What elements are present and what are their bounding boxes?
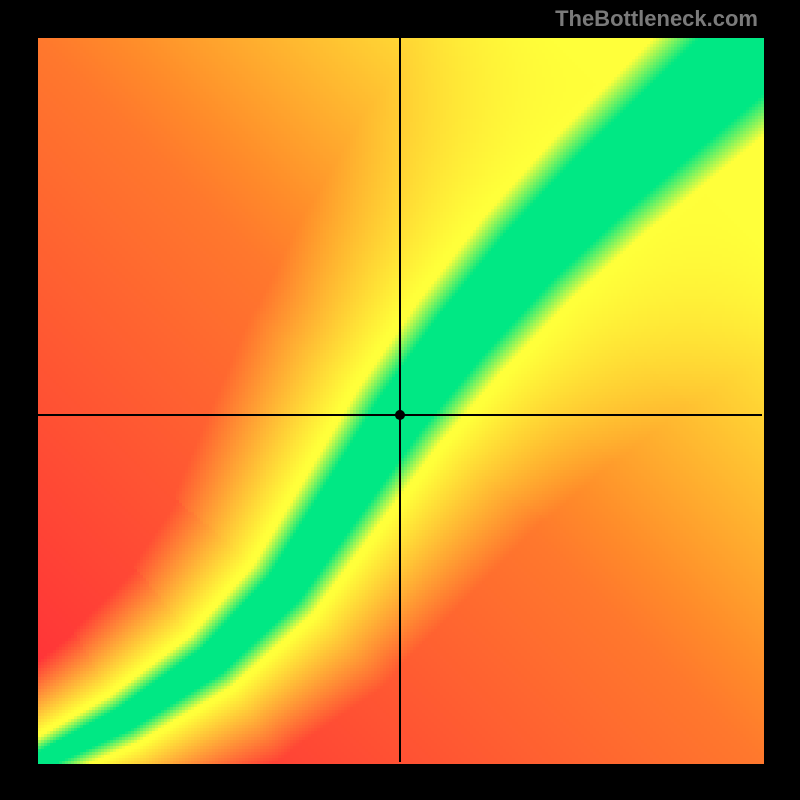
watermark-text: TheBottleneck.com <box>555 6 758 32</box>
chart-container: TheBottleneck.com <box>0 0 800 800</box>
crosshair-overlay <box>0 0 800 800</box>
